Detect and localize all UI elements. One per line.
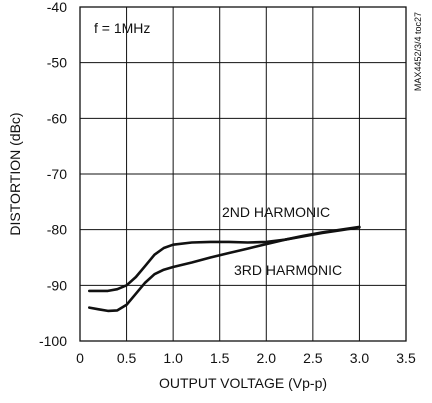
frequency-annotation: f = 1MHz	[94, 20, 150, 36]
x-tick-label: 0	[76, 350, 84, 366]
label-2nd-harmonic: 2ND HARMONIC	[222, 204, 330, 220]
x-tick-label: 0.5	[117, 350, 137, 366]
y-tick-label: -50	[47, 55, 67, 71]
label-3rd-harmonic: 3RD HARMONIC	[234, 262, 342, 278]
y-tick-label: -40	[47, 0, 67, 15]
y-tick-label: -90	[47, 277, 67, 293]
y-tick-labels: -40 -50 -60 -70 -80 -90 -100	[39, 0, 67, 349]
x-tick-label: 1.0	[163, 350, 183, 366]
x-tick-label: 2.0	[257, 350, 277, 366]
y-tick-label: -80	[47, 222, 67, 238]
y-tick-label: -70	[47, 166, 67, 182]
x-tick-label: 3.5	[396, 350, 416, 366]
y-tick-label: -100	[39, 333, 67, 349]
x-tick-label: 1.5	[210, 350, 230, 366]
plot-frame	[79, 6, 407, 342]
x-tick-label: 2.5	[303, 350, 323, 366]
series-2nd-harmonic-line	[88, 226, 361, 293]
series-layer	[88, 225, 361, 313]
y-tick-label: -60	[47, 110, 67, 126]
series-3rd-harmonic-line	[88, 225, 361, 313]
x-tick-labels: 0 0.5 1.0 1.5 2.0 2.5 3.0 3.5	[76, 350, 416, 366]
x-axis-title: OUTPUT VOLTAGE (Vp-p)	[159, 375, 327, 391]
figure-code: MAX4452/3/4 toc27	[413, 12, 423, 91]
y-axis-title: DISTORTION (dBc)	[7, 112, 23, 235]
grid	[80, 7, 406, 341]
x-tick-label: 3.0	[350, 350, 370, 366]
